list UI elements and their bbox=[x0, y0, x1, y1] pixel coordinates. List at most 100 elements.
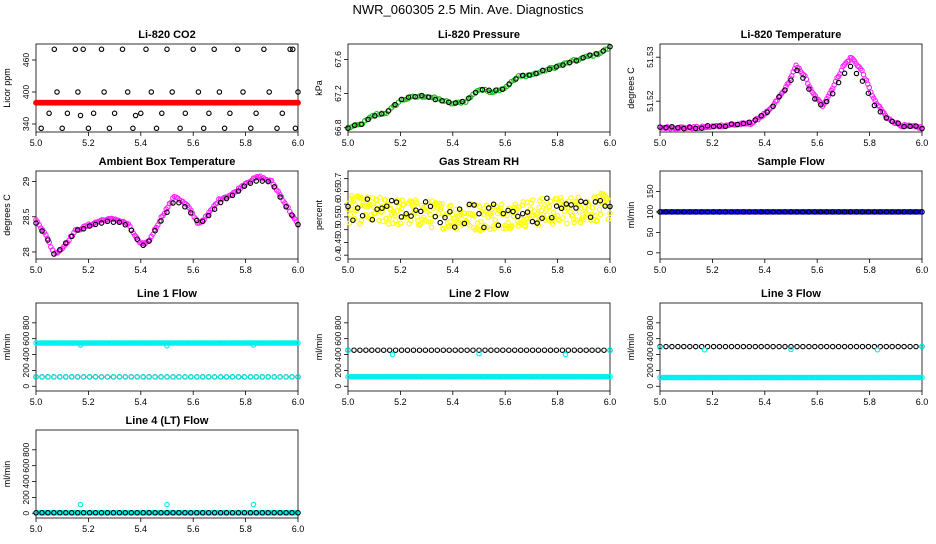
data-point bbox=[106, 125, 113, 132]
data-point bbox=[348, 206, 354, 213]
data-point bbox=[538, 207, 545, 214]
data-point bbox=[833, 374, 840, 381]
data-point bbox=[229, 374, 236, 380]
data-point bbox=[889, 343, 895, 350]
data-point bbox=[44, 340, 51, 346]
y-tick-label: 0.6 bbox=[333, 198, 343, 210]
data-point bbox=[669, 343, 675, 350]
data-point bbox=[782, 343, 788, 350]
data-point bbox=[206, 110, 212, 117]
data-point bbox=[253, 178, 260, 184]
data-point bbox=[576, 209, 583, 215]
data-point bbox=[148, 340, 155, 346]
data-point bbox=[580, 55, 586, 61]
data-point bbox=[393, 217, 399, 223]
data-point bbox=[95, 510, 102, 516]
data-point bbox=[261, 46, 267, 53]
data-point bbox=[244, 340, 250, 346]
data-point bbox=[45, 374, 51, 380]
data-point bbox=[847, 343, 854, 350]
data-point bbox=[422, 347, 429, 353]
data-point bbox=[853, 70, 860, 77]
data-point bbox=[199, 374, 206, 380]
data-point bbox=[901, 343, 907, 350]
data-point bbox=[234, 340, 240, 346]
data-point bbox=[285, 340, 291, 346]
data-point bbox=[848, 55, 855, 61]
data-point bbox=[384, 203, 390, 209]
x-tick-label: 5.2 bbox=[394, 265, 407, 275]
data-point bbox=[692, 343, 699, 350]
data-point bbox=[513, 76, 519, 82]
data-point bbox=[834, 75, 840, 81]
data-point bbox=[498, 201, 505, 208]
y-tick-label: 200 bbox=[21, 490, 31, 504]
data-point bbox=[199, 340, 206, 346]
y-tick-label: 28 bbox=[21, 247, 31, 257]
x-tick-label: 6.0 bbox=[292, 397, 305, 407]
data-point bbox=[823, 343, 830, 350]
data-point bbox=[373, 373, 379, 380]
data-point bbox=[812, 209, 818, 215]
y-tick-label: 0.7 bbox=[333, 172, 343, 184]
data-point bbox=[571, 347, 578, 353]
data-point bbox=[746, 119, 753, 126]
data-point bbox=[792, 374, 798, 381]
data-point bbox=[587, 52, 593, 58]
data-point bbox=[134, 510, 140, 516]
data-point bbox=[188, 374, 194, 380]
data-point bbox=[476, 203, 483, 209]
data-point bbox=[366, 373, 373, 380]
data-point bbox=[158, 374, 164, 380]
data-point bbox=[86, 374, 93, 380]
data-point bbox=[250, 510, 257, 516]
data-point bbox=[871, 343, 878, 350]
data-point bbox=[439, 98, 445, 104]
data-point bbox=[607, 203, 613, 210]
data-point bbox=[883, 115, 890, 121]
data-point bbox=[182, 204, 188, 210]
x-tick-label: 5.4 bbox=[759, 138, 772, 148]
data-point bbox=[657, 124, 663, 130]
data-point bbox=[458, 347, 464, 353]
data-point bbox=[871, 102, 878, 109]
data-point bbox=[366, 201, 373, 207]
data-point bbox=[486, 373, 493, 380]
data-point bbox=[287, 46, 293, 53]
x-tick-label: 5.4 bbox=[447, 265, 460, 275]
data-point bbox=[818, 343, 824, 350]
data-point bbox=[176, 374, 182, 380]
data-point bbox=[102, 340, 108, 346]
data-point bbox=[859, 78, 866, 84]
data-point bbox=[830, 374, 836, 381]
data-point bbox=[146, 510, 152, 516]
data-point bbox=[190, 46, 196, 53]
data-point bbox=[143, 46, 149, 53]
x-tick-label: 5.6 bbox=[811, 397, 824, 407]
data-point bbox=[140, 510, 146, 516]
x-tick-label: 5.6 bbox=[499, 265, 512, 275]
data-point bbox=[913, 123, 919, 129]
data-point bbox=[915, 209, 922, 215]
data-point bbox=[596, 206, 603, 213]
data-point bbox=[41, 340, 47, 346]
data-point bbox=[439, 373, 445, 380]
data-point bbox=[441, 98, 447, 104]
data-point bbox=[848, 374, 854, 381]
data-point bbox=[398, 96, 405, 103]
data-point bbox=[556, 373, 562, 380]
data-point bbox=[358, 121, 365, 128]
data-point bbox=[594, 373, 600, 380]
data-point bbox=[709, 374, 716, 381]
data-point bbox=[146, 374, 152, 380]
chart-title: Ambient Box Temperature bbox=[99, 156, 236, 168]
data-point bbox=[681, 374, 688, 381]
y-tick-label: 800 bbox=[333, 315, 343, 329]
x-tick-label: 5.0 bbox=[654, 397, 667, 407]
data-point bbox=[211, 510, 218, 516]
data-point bbox=[913, 343, 919, 350]
data-point bbox=[744, 374, 751, 381]
data-point bbox=[672, 374, 678, 381]
x-tick-label: 5.6 bbox=[187, 265, 200, 275]
data-point bbox=[798, 374, 805, 381]
